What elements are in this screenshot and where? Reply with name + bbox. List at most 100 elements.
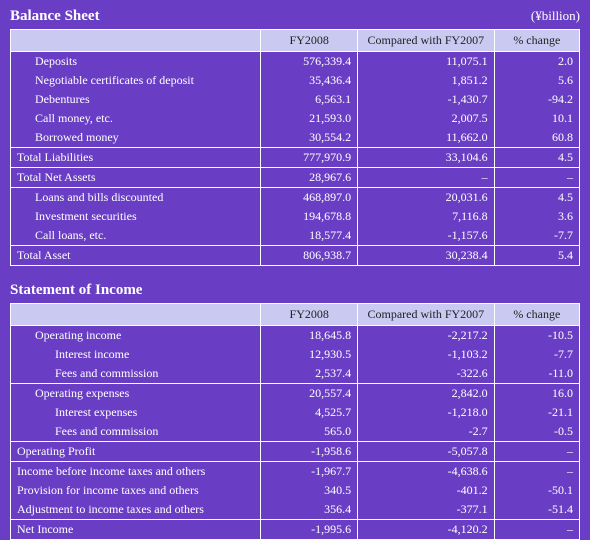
cell-chg: -10.5 — [494, 326, 579, 346]
table-row: Total Asset806,938.730,238.45.4 — [11, 246, 580, 266]
cell-cmp: -4,120.2 — [358, 520, 495, 540]
cell-label: Operating expenses — [11, 384, 261, 404]
table-row: Fees and commission2,537.4-322.6-11.0 — [11, 364, 580, 384]
cell-cmp: 11,075.1 — [358, 52, 495, 72]
cell-cmp: 1,851.2 — [358, 71, 495, 90]
cell-label: Interest expenses — [11, 403, 261, 422]
cell-cmp: -4,638.6 — [358, 462, 495, 482]
table-row: Call money, etc.21,593.02,007.510.1 — [11, 109, 580, 128]
cell-fy: 576,339.4 — [261, 52, 358, 72]
table-row: Provision for income taxes and others340… — [11, 481, 580, 500]
cell-cmp: -401.2 — [358, 481, 495, 500]
balance-sheet-table: FY2008 Compared with FY2007 % change Dep… — [10, 29, 580, 266]
table-row: Operating income18,645.8-2,217.2-10.5 — [11, 326, 580, 346]
col-cmp: Compared with FY2007 — [358, 30, 495, 52]
balance-total-liabilities: Total Liabilities777,970.933,104.64.5 — [11, 148, 580, 168]
cell-cmp: -1,157.6 — [358, 226, 495, 246]
cell-fy: 4,525.7 — [261, 403, 358, 422]
cell-chg: 16.0 — [494, 384, 579, 404]
col-cmp: Compared with FY2007 — [358, 304, 495, 326]
cell-chg: -11.0 — [494, 364, 579, 384]
cell-chg: -7.7 — [494, 345, 579, 364]
cell-chg: 10.1 — [494, 109, 579, 128]
cell-label: Net Income — [11, 520, 261, 540]
cell-label: Total Liabilities — [11, 148, 261, 168]
cell-cmp: -1,218.0 — [358, 403, 495, 422]
cell-cmp: 2,842.0 — [358, 384, 495, 404]
cell-cmp: 7,116.8 — [358, 207, 495, 226]
cell-chg: -50.1 — [494, 481, 579, 500]
balance-total-asset: Total Asset806,938.730,238.45.4 — [11, 246, 580, 266]
cell-cmp: -5,057.8 — [358, 442, 495, 462]
unit-label: (¥billion) — [531, 8, 580, 24]
cell-cmp: -2,217.2 — [358, 326, 495, 346]
cell-fy: 28,967.6 — [261, 168, 358, 188]
col-blank — [11, 304, 261, 326]
cell-fy: 18,577.4 — [261, 226, 358, 246]
col-chg: % change — [494, 304, 579, 326]
cell-label: Interest income — [11, 345, 261, 364]
cell-label: Negotiable certificates of deposit — [11, 71, 261, 90]
cell-chg: – — [494, 442, 579, 462]
balance-total-net-assets: Total Net Assets28,967.6–– — [11, 168, 580, 188]
table-row: Borrowed money30,554.211,662.060.8 — [11, 128, 580, 148]
income-table: FY2008 Compared with FY2007 % change Ope… — [10, 303, 580, 540]
table-row: Negotiable certificates of deposit35,436… — [11, 71, 580, 90]
cell-label: Loans and bills discounted — [11, 188, 261, 208]
table-row: Investment securities194,678.87,116.83.6 — [11, 207, 580, 226]
cell-fy: 565.0 — [261, 422, 358, 442]
cell-chg: 3.6 — [494, 207, 579, 226]
cell-fy: 6,563.1 — [261, 90, 358, 109]
income-net-income: Net Income-1,995.6-4,120.2– — [11, 520, 580, 540]
balance-sheet-title: Balance Sheet — [10, 8, 100, 25]
cell-label: Debentures — [11, 90, 261, 109]
cell-label: Income before income taxes and others — [11, 462, 261, 482]
cell-fy: 194,678.8 — [261, 207, 358, 226]
income-operating-expenses: Operating expenses20,557.42,842.016.0Int… — [11, 384, 580, 442]
cell-fy: -1,967.7 — [261, 462, 358, 482]
cell-cmp: 30,238.4 — [358, 246, 495, 266]
cell-fy: 2,537.4 — [261, 364, 358, 384]
cell-fy: 35,436.4 — [261, 71, 358, 90]
cell-cmp: -2.7 — [358, 422, 495, 442]
cell-cmp: 20,031.6 — [358, 188, 495, 208]
cell-label: Borrowed money — [11, 128, 261, 148]
cell-label: Operating Profit — [11, 442, 261, 462]
cell-fy: 777,970.9 — [261, 148, 358, 168]
cell-fy: 18,645.8 — [261, 326, 358, 346]
table-row: Operating Profit-1,958.6-5,057.8– — [11, 442, 580, 462]
cell-chg: 4.5 — [494, 148, 579, 168]
cell-fy: 468,897.0 — [261, 188, 358, 208]
cell-chg: 2.0 — [494, 52, 579, 72]
table-row: Total Liabilities777,970.933,104.64.5 — [11, 148, 580, 168]
cell-label: Fees and commission — [11, 422, 261, 442]
cell-label: Provision for income taxes and others — [11, 481, 261, 500]
cell-chg: – — [494, 168, 579, 188]
cell-fy: 340.5 — [261, 481, 358, 500]
cell-fy: 20,557.4 — [261, 384, 358, 404]
cell-chg: 4.5 — [494, 188, 579, 208]
cell-chg: -94.2 — [494, 90, 579, 109]
income-pretax: Income before income taxes and others-1,… — [11, 462, 580, 520]
cell-label: Fees and commission — [11, 364, 261, 384]
cell-chg: 5.6 — [494, 71, 579, 90]
table-header-row: FY2008 Compared with FY2007 % change — [11, 30, 580, 52]
cell-cmp: 2,007.5 — [358, 109, 495, 128]
table-row: Deposits576,339.411,075.12.0 — [11, 52, 580, 72]
table-row: Interest income12,930.5-1,103.2-7.7 — [11, 345, 580, 364]
cell-label: Total Net Assets — [11, 168, 261, 188]
cell-chg: -7.7 — [494, 226, 579, 246]
table-row: Interest expenses4,525.7-1,218.0-21.1 — [11, 403, 580, 422]
income-operating-profit: Operating Profit-1,958.6-5,057.8– — [11, 442, 580, 462]
col-chg: % change — [494, 30, 579, 52]
balance-group-2: Loans and bills discounted468,897.020,03… — [11, 188, 580, 246]
cell-fy: -1,995.6 — [261, 520, 358, 540]
cell-fy: -1,958.6 — [261, 442, 358, 462]
table-row: Net Income-1,995.6-4,120.2– — [11, 520, 580, 540]
col-fy: FY2008 — [261, 304, 358, 326]
table-header-row: FY2008 Compared with FY2007 % change — [11, 304, 580, 326]
cell-label: Call money, etc. — [11, 109, 261, 128]
cell-chg: 5.4 — [494, 246, 579, 266]
cell-fy: 806,938.7 — [261, 246, 358, 266]
table-row: Operating expenses20,557.42,842.016.0 — [11, 384, 580, 404]
